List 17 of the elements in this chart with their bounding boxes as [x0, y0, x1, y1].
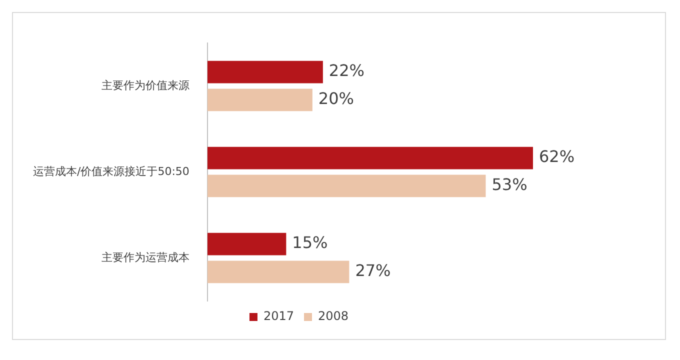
data-label: 20%: [318, 89, 354, 108]
data-label: 27%: [355, 261, 391, 280]
y-tick-label: 主要作为价值来源: [101, 78, 190, 92]
y-tick-label: 主要作为运营成本: [101, 250, 190, 264]
data-label: 15%: [292, 233, 328, 252]
data-label: 53%: [492, 175, 528, 194]
bar: [207, 260, 350, 284]
y-tick-label: 运营成本/价值来源接近于50:50: [33, 164, 190, 178]
bar: [207, 146, 533, 170]
bar: [207, 88, 312, 112]
data-label: 22%: [328, 61, 364, 80]
legend-label: 2017: [263, 309, 294, 324]
data-label: 62%: [538, 147, 575, 166]
bar: [207, 232, 286, 256]
bar: [207, 60, 323, 84]
legend-label: 2008: [318, 309, 349, 324]
bar: [207, 174, 486, 198]
